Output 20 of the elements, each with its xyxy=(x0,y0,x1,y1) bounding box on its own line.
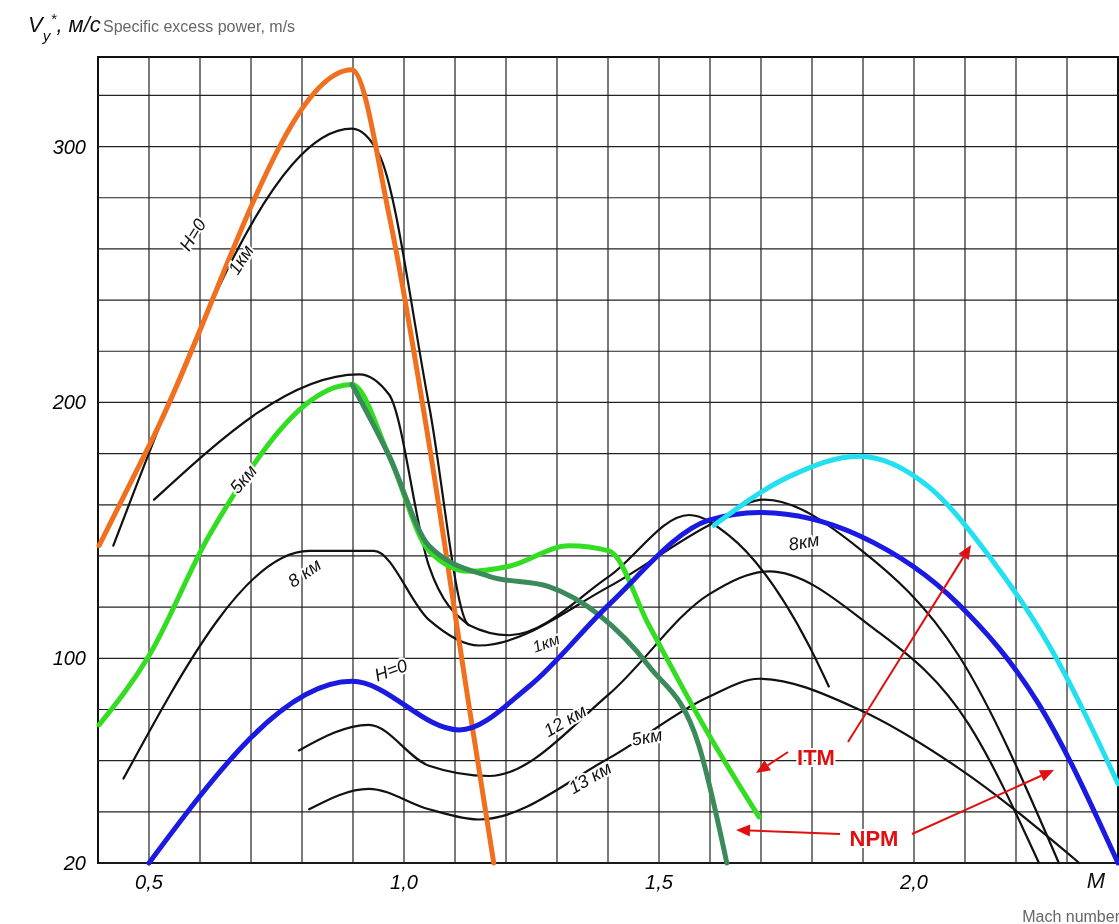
x-tick-label: 1,5 xyxy=(645,871,674,893)
annotation: 5км xyxy=(225,460,261,498)
x-axis-title: Mach number xyxy=(1022,908,1119,924)
annotation: H=0 xyxy=(371,655,411,686)
text: M xyxy=(1086,868,1106,893)
annotation: 13 км xyxy=(565,757,615,798)
annotation: 1км xyxy=(530,630,562,656)
text: V$_{y}$$^{*}$, м/с xyxy=(28,9,101,44)
x-tick-label: 2,0 xyxy=(899,871,928,893)
annotation: 8км xyxy=(787,529,821,555)
annotation: 5км xyxy=(630,724,664,750)
y-tick-label: 20 xyxy=(62,852,86,874)
x-tick-label: 1,0 xyxy=(390,871,418,893)
x-tick-label: 0,5 xyxy=(135,871,164,893)
y-axis-title: Specific excess power, m/s xyxy=(103,18,296,35)
y-tick-label: 100 xyxy=(52,647,86,670)
y-tick-label: 300 xyxy=(52,135,86,158)
annotation: 12 км xyxy=(540,700,590,741)
annotation: 8 км xyxy=(284,554,325,592)
y-tick-label: 200 xyxy=(51,391,86,414)
